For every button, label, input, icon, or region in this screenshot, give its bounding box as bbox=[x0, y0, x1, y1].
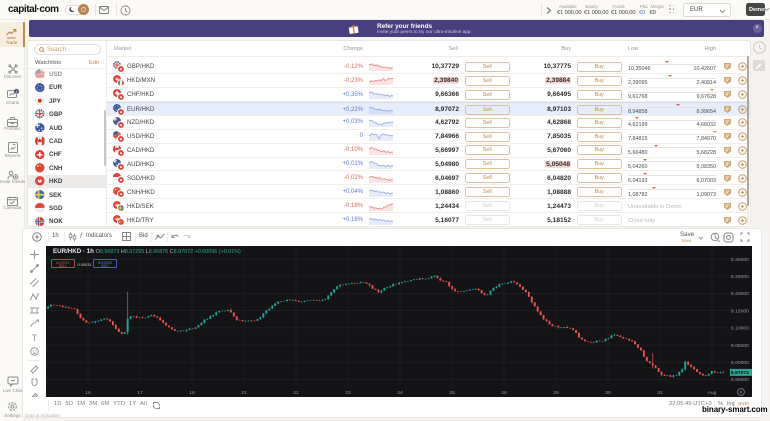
svg-text:Aug: Aug bbox=[708, 390, 717, 396]
svg-text:8.97072: 8.97072 bbox=[731, 370, 749, 376]
svg-text:9.10000: 9.10000 bbox=[731, 325, 749, 331]
svg-text:9.00000: 9.00000 bbox=[731, 360, 749, 366]
svg-text:24: 24 bbox=[397, 390, 403, 396]
svg-text:25: 25 bbox=[449, 390, 455, 396]
svg-text:23: 23 bbox=[345, 390, 351, 396]
svg-text:T: T bbox=[32, 333, 38, 342]
svg-text:18: 18 bbox=[189, 390, 195, 396]
svg-text:29: 29 bbox=[553, 390, 559, 396]
svg-text:9.20000: 9.20000 bbox=[731, 291, 749, 297]
svg-text:31: 31 bbox=[657, 390, 663, 396]
svg-text:28: 28 bbox=[501, 390, 507, 396]
svg-text:2: 2 bbox=[15, 89, 18, 94]
svg-text:9.05000: 9.05000 bbox=[731, 343, 749, 349]
svg-text:16: 16 bbox=[85, 390, 91, 396]
svg-text:17: 17 bbox=[137, 390, 143, 396]
svg-text:9.15000: 9.15000 bbox=[731, 308, 749, 314]
svg-text:22: 22 bbox=[293, 390, 299, 396]
svg-text:9.30000: 9.30000 bbox=[731, 257, 749, 263]
svg-text:21: 21 bbox=[241, 390, 247, 396]
svg-text:8.95000: 8.95000 bbox=[731, 377, 749, 383]
svg-text:9.25000: 9.25000 bbox=[731, 274, 749, 280]
svg-text:30: 30 bbox=[605, 390, 611, 396]
